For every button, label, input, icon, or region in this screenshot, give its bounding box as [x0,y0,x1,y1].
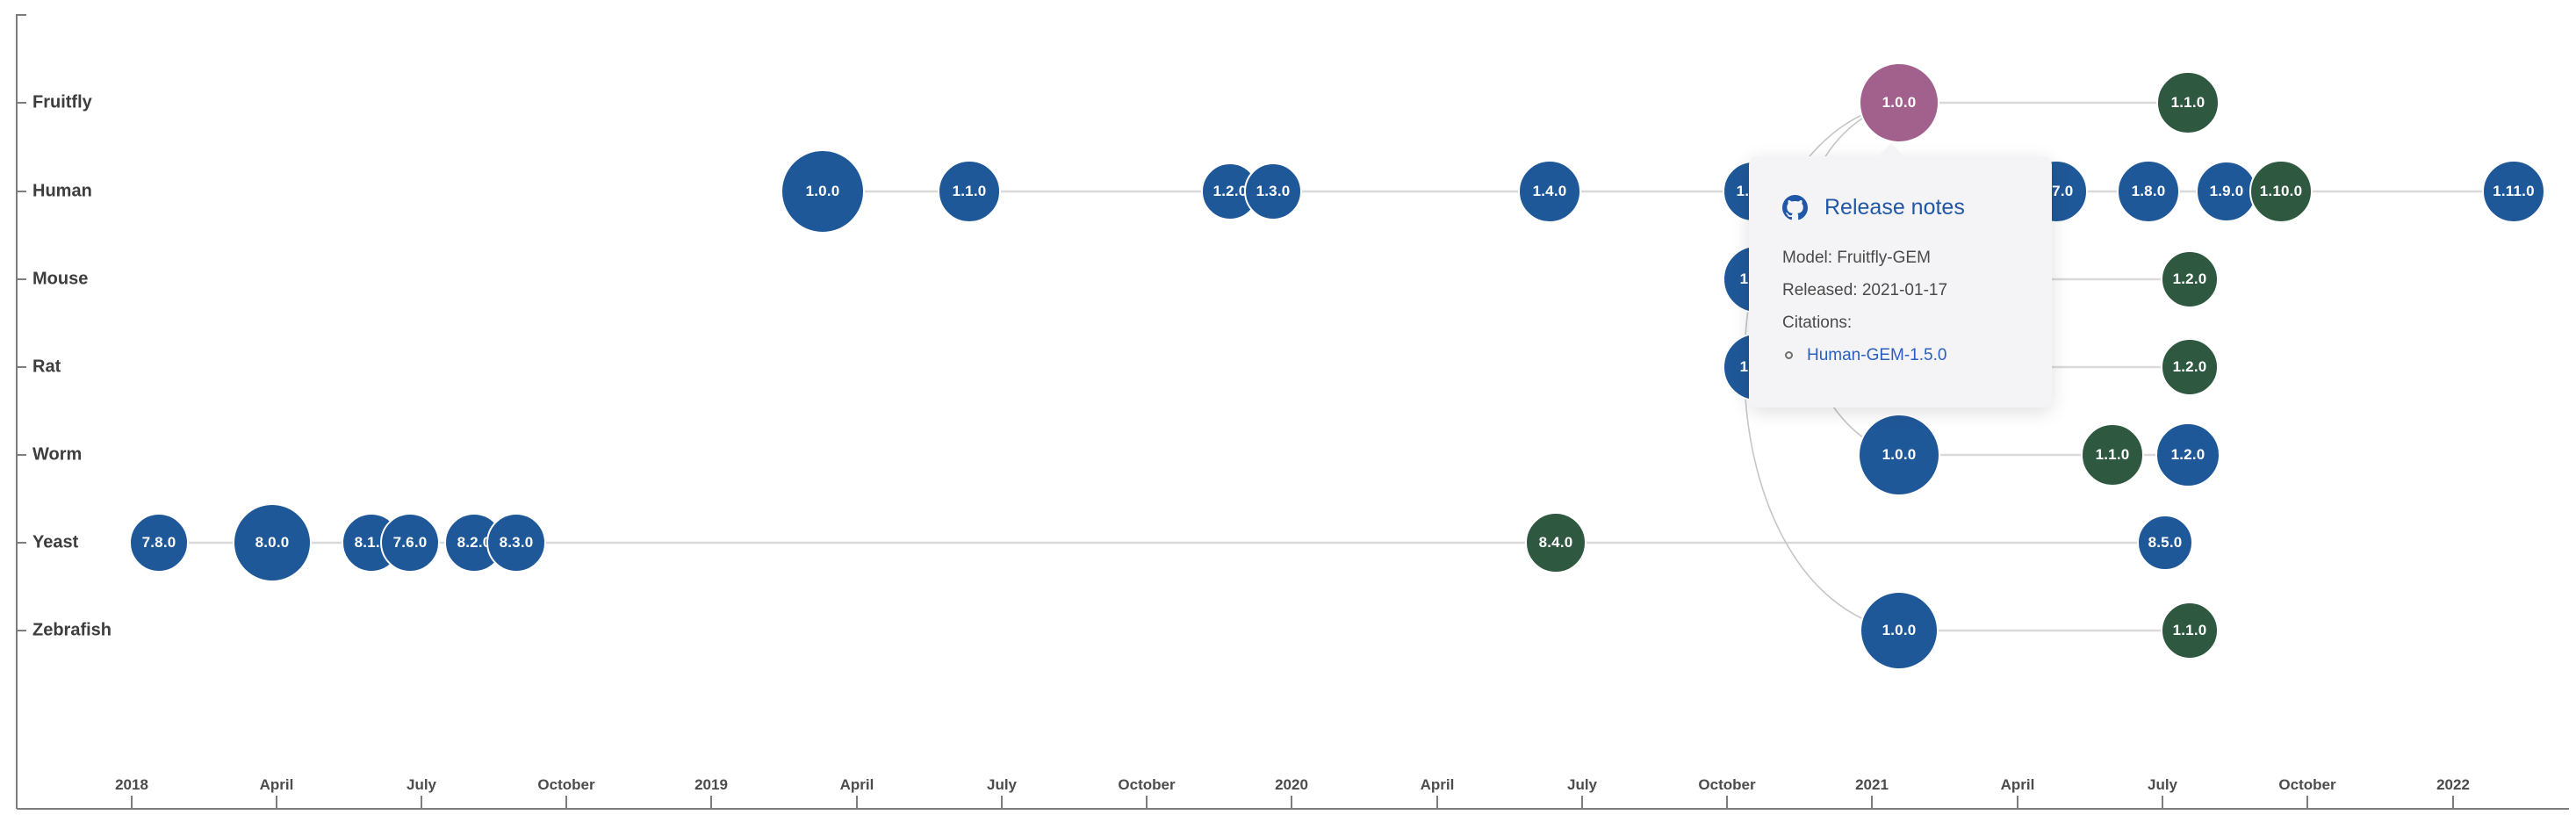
x-axis-label-12-2021: 2021 [1855,776,1889,793]
tooltip-model-line: Model: Fruitfly-GEM [1782,249,1931,267]
release-circle-rat-1.2.0[interactable]: 1.2.0 [2161,338,2219,396]
release-circle-mouse-1.2.0[interactable]: 1.2.0 [2161,250,2219,308]
release-circle-human-1.9.0[interactable]: 1.9.0 [2196,161,2257,222]
release-version-label: 1.10.0 [2259,183,2303,199]
release-version-label: 8.2.0 [457,534,492,551]
github-icon [1782,195,1808,220]
x-axis-label-2-july: July [406,776,437,793]
release-version-label: 8.0.0 [255,534,290,551]
release-circle-worm-1.1.0[interactable]: 1.1.0 [2081,423,2144,487]
release-version-label: 1.2.0 [2170,446,2205,463]
release-version-label: 1.4.0 [1532,183,1567,199]
release-circle-yeast-8.0.0[interactable]: 8.0.0 [233,503,312,582]
release-circle-fruitfly-1.1.0[interactable]: 1.1.0 [2156,71,2220,134]
x-axis-label-9-april: April [1420,776,1455,793]
release-version-label: 7.6.0 [392,534,428,551]
tooltip-citation-item: Human-GEM-1.5.0 [1782,339,2034,371]
row-label-yeast: Yeast [32,532,79,552]
release-version-label: 8.5.0 [2148,534,2183,551]
release-version-label: 1.1.0 [2170,94,2205,111]
x-axis-label-14-july: July [2147,776,2178,793]
tooltip-title: Release notes [1824,195,1965,220]
x-axis-label-1-april: April [259,776,294,793]
release-circle-yeast-8.4.0[interactable]: 8.4.0 [1525,512,1587,573]
release-version-label: 1.1.0 [2172,622,2207,638]
row-label-fruitfly: Fruitfly [32,92,92,112]
x-axis-label-7-october: October [1118,776,1176,793]
release-circle-worm-1.2.0[interactable]: 1.2.0 [2155,422,2220,487]
release-circle-human-1.8.0[interactable]: 1.8.0 [2117,160,2180,223]
row-label-worm: Worm [32,444,83,465]
release-circle-worm-1.0.0[interactable]: 1.0.0 [1858,414,1940,496]
release-version-label: 8.1.0 [354,534,389,551]
release-version-label: 1.11.0 [2493,183,2535,199]
release-circle-human-1.0.0[interactable]: 1.0.0 [781,149,865,234]
x-axis-label-13-april: April [2000,776,2035,793]
release-version-label: 7.8.0 [141,534,176,551]
release-notes-link[interactable]: Release notes [1782,195,2034,220]
release-version-label: 1.1.0 [2095,446,2130,463]
release-version-label: 1.0.0 [1882,94,1917,111]
tooltip-arrow [1877,143,1905,157]
release-circle-yeast-7.6.0[interactable]: 7.6.0 [380,513,440,573]
release-circle-yeast-7.8.0[interactable]: 7.8.0 [129,513,189,573]
release-circle-yeast-8.5.0[interactable]: 8.5.0 [2137,515,2193,571]
release-version-label: 1.8.0 [2131,183,2166,199]
release-circle-yeast-8.3.0[interactable]: 8.3.0 [486,513,546,573]
row-label-zebrafish: Zebrafish [32,620,112,640]
release-circle-human-1.10.0[interactable]: 1.10.0 [2249,160,2313,223]
release-version-label: 1.3.0 [1256,183,1291,199]
x-axis-label-5-april: April [839,776,874,793]
release-circle-human-1.11.0[interactable]: 1.11.0 [2482,160,2545,223]
row-label-human: Human [32,181,92,201]
release-version-label: 8.4.0 [1538,534,1573,551]
x-axis-label-0-2018: 2018 [115,776,148,793]
x-axis-label-10-july: July [1566,776,1598,793]
release-tooltip: Release notes Model: Fruitfly-GEM Releas… [1749,143,2052,407]
release-circle-human-1.2.0[interactable]: 1.2.0 [1201,162,1259,220]
row-label-rat: Rat [32,357,61,377]
release-version-label: 1.0.0 [805,183,840,199]
release-version-label: 1.2.0 [2172,358,2207,375]
release-version-label: 1.2.0 [1212,183,1248,199]
citation-bullet-icon [1785,351,1793,359]
release-circle-human-1.1.0[interactable]: 1.1.0 [938,160,1001,223]
x-axis-label-4-2019: 2019 [694,776,728,793]
row-label-mouse: Mouse [32,269,89,289]
citation-link[interactable]: Human-GEM-1.5.0 [1807,346,1947,364]
x-axis-label-3-october: October [537,776,595,793]
release-version-label: 1.0.0 [1882,446,1917,463]
release-circle-human-1.4.0[interactable]: 1.4.0 [1518,160,1581,223]
x-axis-label-15-october: October [2278,776,2336,793]
x-axis-label-8-2020: 2020 [1275,776,1308,793]
release-circle-human-1.3.0[interactable]: 1.3.0 [1244,162,1302,220]
release-version-label: 1.9.0 [2209,183,2244,199]
tooltip-released-line: Released: 2021-01-17 [1782,281,1948,299]
release-version-label: 1.0.0 [1882,622,1917,638]
tooltip-body: Model: Fruitfly-GEM Released: 2021-01-17… [1782,242,2034,371]
tooltip-citations-line: Citations: [1782,314,1853,332]
release-circle-fruitfly-1.0.0[interactable]: 1.0.0 [1859,62,1939,143]
release-version-label: 1.2.0 [2172,270,2207,287]
release-version-label: 1.1.0 [952,183,987,199]
x-axis-label-11-october: October [1698,776,1756,793]
x-axis-label-16-2022: 2022 [2436,776,2470,793]
release-circle-zebrafish-1.0.0[interactable]: 1.0.0 [1860,591,1939,670]
release-version-label: 8.3.0 [499,534,534,551]
x-axis-label-6-july: July [986,776,1018,793]
axis-ticks-layer [17,102,2454,809]
release-circle-zebrafish-1.1.0[interactable]: 1.1.0 [2161,602,2219,660]
